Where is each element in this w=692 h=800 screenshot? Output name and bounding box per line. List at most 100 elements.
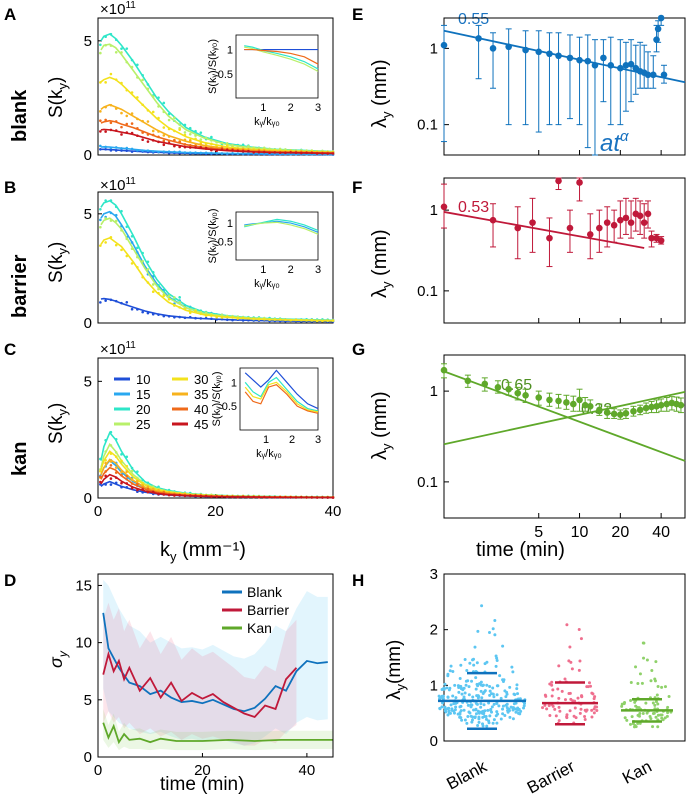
data-point-A-20	[194, 129, 197, 133]
data-point-B-20	[114, 205, 118, 209]
swarm-point-blank	[497, 704, 501, 708]
swarm-point-blank	[465, 721, 469, 725]
data-point-A-45	[326, 152, 330, 155]
swarm-point-kan	[636, 713, 640, 717]
data-point-G	[610, 410, 618, 418]
swarm-point-blank	[477, 720, 481, 724]
data-point-F	[648, 234, 655, 242]
swarm-point-kan	[645, 658, 649, 662]
data-point-A-25	[120, 51, 123, 54]
data-point-C-45	[130, 486, 134, 490]
data-point-A-45	[130, 131, 134, 135]
data-point-E	[627, 60, 635, 68]
data-point-C-25	[114, 451, 118, 454]
swarm-point-blank	[477, 711, 481, 715]
swarm-point-blank	[471, 715, 475, 719]
swarm-point-barrier	[580, 695, 584, 699]
ytick-label-D: 10	[75, 635, 92, 652]
data-point-A-25	[114, 50, 118, 54]
swarm-point-kan	[656, 713, 660, 717]
xlabel-g: time (min)	[476, 539, 565, 561]
swarm-point-blank	[489, 707, 493, 711]
data-point-C-35	[146, 485, 150, 489]
data-point-C-30	[120, 459, 123, 463]
data-point-B-30	[194, 309, 197, 313]
ytick-label-C: 5	[84, 373, 92, 390]
swarm-point-blank	[490, 710, 494, 714]
data-point-A-35	[146, 120, 150, 123]
legend-label-35: 35	[194, 387, 208, 402]
data-point-A-20	[104, 35, 107, 39]
data-point-A-45	[99, 130, 102, 133]
data-point-A-15	[125, 146, 129, 150]
data-point-B-30	[289, 318, 293, 322]
data-point-A-35	[183, 138, 187, 142]
data-point-A-45	[194, 146, 197, 149]
data-point-B-30	[310, 318, 314, 322]
swarm-point-blank	[505, 692, 509, 696]
data-point-G	[563, 399, 570, 406]
data-point-C-45	[299, 495, 303, 499]
data-point-C-10	[114, 481, 118, 485]
swarm-point-blank	[476, 694, 480, 698]
data-point-A-35	[109, 103, 113, 107]
data-point-B-30	[294, 318, 298, 322]
swarm-point-blank	[472, 657, 476, 661]
swarm-point-kan	[623, 716, 627, 720]
xtick-label-C: 20	[207, 503, 224, 520]
swarm-point-blank	[481, 724, 485, 728]
data-point-A-20	[120, 47, 123, 50]
data-point-A-45	[120, 133, 123, 136]
data-point-B-20	[157, 283, 160, 287]
swarm-point-blank	[462, 686, 466, 690]
data-point-B-10	[157, 313, 160, 316]
xtick-label-D: 40	[299, 762, 316, 779]
swarm-point-blank	[484, 717, 488, 721]
data-point-A-45	[262, 150, 266, 154]
data-point-B-30	[157, 291, 160, 295]
data-point-C-45	[284, 495, 287, 499]
swarm-point-barrier	[568, 709, 572, 713]
data-point-A-30	[157, 116, 160, 120]
swarm-point-kan	[648, 714, 652, 718]
swarm-point-kan	[655, 693, 659, 697]
data-point-A-35	[141, 119, 144, 123]
swarm-point-kan	[620, 704, 624, 708]
swarm-point-barrier	[548, 714, 552, 718]
data-point-F	[440, 203, 448, 211]
data-point-A-35	[125, 114, 129, 118]
data-point-G	[494, 384, 502, 391]
swarm-point-blank	[474, 676, 478, 680]
data-point-B-30	[278, 318, 282, 321]
data-point-A-15	[157, 150, 160, 154]
data-point-B-10	[173, 315, 176, 319]
data-point-A-40	[151, 133, 155, 137]
inset-ytick-A: 1	[227, 45, 233, 57]
data-point-B-10	[188, 315, 192, 319]
swarm-point-blank	[492, 695, 496, 699]
data-point-F	[529, 219, 536, 226]
sigma-line-barrier	[102, 650, 298, 719]
data-point-A-45	[321, 152, 324, 155]
data-point-B-30	[183, 307, 187, 311]
data-point-F	[644, 210, 652, 218]
ytick-label-A: 5	[84, 33, 92, 50]
ylabel-h: λy(mm)	[384, 640, 408, 700]
data-point-C-45	[199, 494, 203, 498]
data-point-G	[514, 389, 522, 397]
data-point-C-45	[278, 495, 282, 499]
panel-letter-f: F	[352, 178, 362, 197]
data-point-A-40	[146, 133, 150, 136]
data-point-A-45	[225, 148, 229, 152]
swarm-point-blank	[482, 703, 486, 707]
data-point-A-30	[178, 128, 181, 131]
swarm-point-blank	[474, 687, 478, 691]
ylabel-d: σy	[46, 650, 70, 668]
data-point-A-45	[215, 149, 218, 153]
data-point-C-45	[173, 494, 176, 497]
data-point-A-25	[125, 60, 129, 64]
data-point-A-25	[167, 118, 171, 122]
data-point-G	[546, 396, 553, 404]
inset-xtick-A: 2	[288, 102, 294, 114]
swarm-point-kan	[661, 718, 665, 722]
